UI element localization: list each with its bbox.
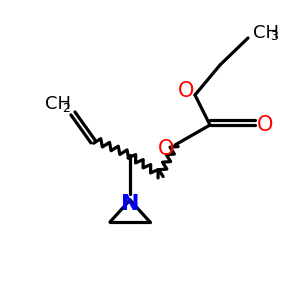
Text: CH: CH <box>45 95 71 113</box>
Text: O: O <box>158 139 174 159</box>
Text: O: O <box>257 115 273 135</box>
Text: CH: CH <box>253 24 279 42</box>
Text: O: O <box>178 81 194 101</box>
Text: N: N <box>121 194 139 214</box>
Text: 3: 3 <box>270 31 278 44</box>
Text: 2: 2 <box>62 101 70 115</box>
